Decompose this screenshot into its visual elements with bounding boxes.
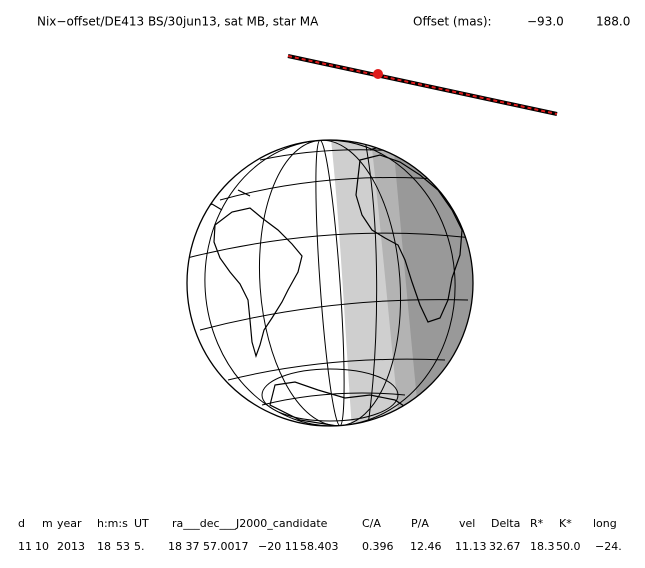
table-cell: 11.13	[455, 540, 487, 553]
column-header: R*	[530, 517, 544, 530]
table-cell: 50.0	[556, 540, 581, 553]
info-table: d m year h:m:s UT ra___dec___J2000_candidate C…	[18, 517, 622, 553]
table-cell: 18	[97, 540, 111, 553]
track-dashes	[287, 55, 558, 115]
column-header: C/A	[362, 517, 381, 530]
table-cell: 53	[116, 540, 130, 553]
offset-label: Offset (mas):	[413, 15, 492, 29]
table-cell: 32.67	[489, 540, 521, 553]
table-cell: −24.	[595, 540, 622, 553]
offset-value: 188.0	[596, 15, 630, 29]
offset-value: −93.0	[527, 15, 564, 29]
column-header: Delta	[491, 517, 520, 530]
table-cell: 18.3	[530, 540, 555, 553]
table-cell: 11	[18, 540, 32, 553]
column-header: long	[593, 517, 617, 530]
table-cell: 0.396	[362, 540, 394, 553]
table-cell: 2013	[57, 540, 85, 553]
column-header: m	[42, 517, 53, 530]
column-header: P/A	[411, 517, 429, 530]
column-header: h:m:s	[97, 517, 128, 530]
column-header: year	[57, 517, 82, 530]
table-cell: 5.	[134, 540, 145, 553]
column-header: UT	[134, 517, 149, 530]
column-header: d	[18, 517, 25, 530]
column-header: vel	[459, 517, 475, 530]
column-header: K*	[559, 517, 572, 530]
table-cell: −20 11	[258, 540, 299, 553]
table-cell: 12.46	[410, 540, 442, 553]
globe-outline	[186, 139, 474, 427]
table-cell: 58.403	[300, 540, 339, 553]
column-header: ra___dec___J2000_candidate	[172, 517, 328, 530]
title: Nix−offset/DE413 BS/30jun13, sat MB, sta…	[37, 15, 319, 29]
table-cell: 18 37 57.0017	[168, 540, 248, 553]
body-position	[373, 69, 383, 79]
table-cell: 10	[35, 540, 49, 553]
